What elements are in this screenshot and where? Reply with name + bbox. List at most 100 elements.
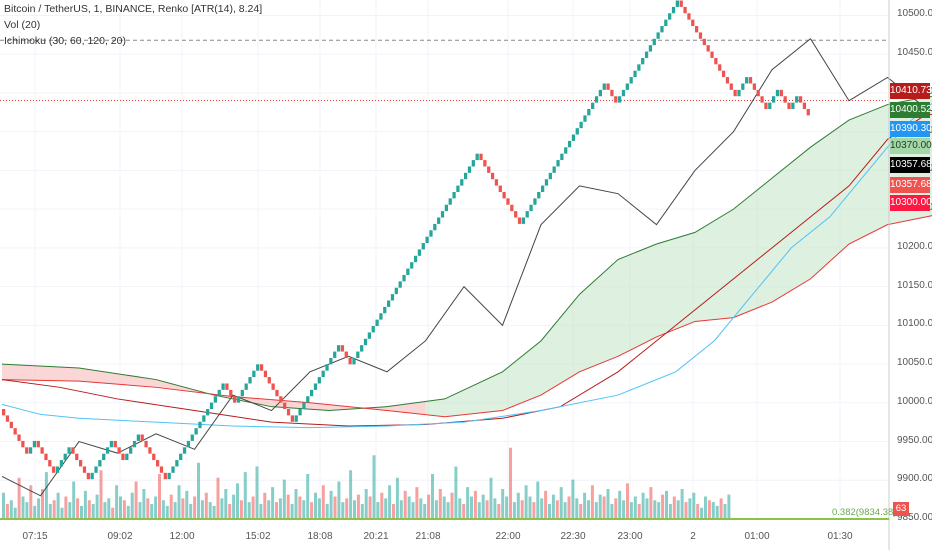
- down-brick: [75, 453, 79, 461]
- volume-bar: [208, 502, 212, 519]
- up-brick: [394, 287, 398, 295]
- up-brick: [429, 230, 433, 237]
- down-brick: [691, 19, 695, 27]
- down-brick: [487, 166, 491, 173]
- ichimoku-legend[interactable]: Ichimoku (30, 60, 120, 20): [4, 35, 126, 47]
- down-brick: [683, 6, 687, 14]
- up-brick: [182, 447, 187, 454]
- volume-bar: [321, 485, 325, 519]
- volume-bar: [103, 502, 107, 519]
- up-brick: [256, 364, 260, 371]
- volume-bar: [388, 485, 392, 519]
- volume-bar: [411, 502, 415, 519]
- volume-bar: [384, 498, 388, 519]
- up-brick: [552, 166, 556, 173]
- price-tick-label: 10200.00: [897, 240, 932, 252]
- volume-bar: [290, 504, 294, 519]
- volume-bar: [672, 496, 676, 519]
- time-tick-label: 18:08: [307, 531, 333, 542]
- up-brick: [94, 466, 98, 473]
- down-brick: [714, 57, 718, 65]
- volume-bar: [688, 498, 692, 519]
- up-brick: [186, 440, 191, 448]
- volume-bar: [653, 500, 657, 519]
- volume-bar: [255, 466, 259, 519]
- down-brick: [606, 83, 610, 90]
- up-brick: [194, 428, 198, 435]
- senkou-span-a: [1, 95, 932, 412]
- volume-bar: [668, 504, 672, 519]
- volume-bar: [204, 492, 208, 519]
- up-brick: [425, 236, 429, 244]
- up-brick: [125, 453, 129, 461]
- volume-bar: [610, 504, 614, 519]
- down-brick: [517, 217, 522, 224]
- volume-bar: [462, 504, 466, 519]
- up-brick: [525, 211, 529, 218]
- volume-bar: [723, 504, 727, 519]
- volume-bar: [37, 498, 41, 519]
- volume-legend[interactable]: Vol (20): [4, 19, 41, 31]
- up-brick: [402, 274, 406, 282]
- up-brick: [591, 102, 595, 110]
- up-brick: [410, 262, 414, 269]
- volume-bar: [450, 492, 454, 519]
- down-brick: [156, 460, 160, 467]
- volume-bar: [353, 500, 356, 519]
- volume-bar: [524, 485, 528, 519]
- price-badge: 10300.00: [890, 195, 932, 211]
- up-brick: [244, 383, 248, 390]
- up-brick: [371, 326, 375, 333]
- volume-bar: [715, 505, 719, 519]
- volume-bar: [64, 496, 68, 519]
- volume-bar: [122, 500, 126, 519]
- down-brick: [233, 396, 237, 403]
- volume-bar: [56, 492, 60, 519]
- up-brick: [537, 191, 541, 199]
- volume-bar: [707, 500, 711, 519]
- price-tick-label: 10100.00: [897, 318, 932, 330]
- volume-bar: [376, 502, 380, 519]
- down-brick: [806, 109, 810, 116]
- volume-bar: [548, 504, 551, 519]
- up-brick: [556, 160, 560, 167]
- volume-bar: [13, 507, 17, 519]
- volume-bar: [431, 474, 434, 519]
- volume-bar: [540, 498, 544, 519]
- down-brick: [510, 204, 514, 212]
- volume-bar: [87, 500, 91, 519]
- volume-bar: [165, 505, 169, 519]
- volume-bar: [60, 507, 64, 519]
- down-brick: [610, 89, 614, 97]
- volume-bar: [489, 477, 493, 519]
- up-brick: [533, 198, 537, 205]
- volume-bar: [197, 462, 200, 519]
- up-brick: [745, 77, 749, 84]
- up-brick: [28, 447, 33, 454]
- down-brick: [729, 83, 733, 90]
- volume-bar: [282, 479, 286, 519]
- volume-bar: [446, 502, 450, 519]
- volume-bar: [193, 496, 197, 519]
- up-brick: [668, 13, 672, 20]
- up-brick: [452, 191, 456, 199]
- volume-bar: [618, 490, 622, 519]
- volume-bar: [676, 500, 680, 519]
- up-brick: [648, 45, 653, 52]
- up-brick: [641, 57, 645, 65]
- time-tick-label: 07:15: [22, 531, 48, 542]
- volume-bar: [278, 498, 282, 519]
- volume-bar: [228, 504, 232, 519]
- up-brick: [363, 338, 368, 346]
- down-brick: [148, 447, 152, 454]
- volume-bar: [559, 487, 563, 519]
- up-brick: [567, 140, 572, 148]
- volume-bar: [286, 494, 290, 519]
- volume-bar: [263, 492, 267, 519]
- volume-bar: [161, 500, 165, 519]
- down-brick: [614, 96, 618, 103]
- volume-bar: [91, 504, 95, 519]
- up-brick: [105, 447, 110, 454]
- up-brick: [59, 460, 63, 467]
